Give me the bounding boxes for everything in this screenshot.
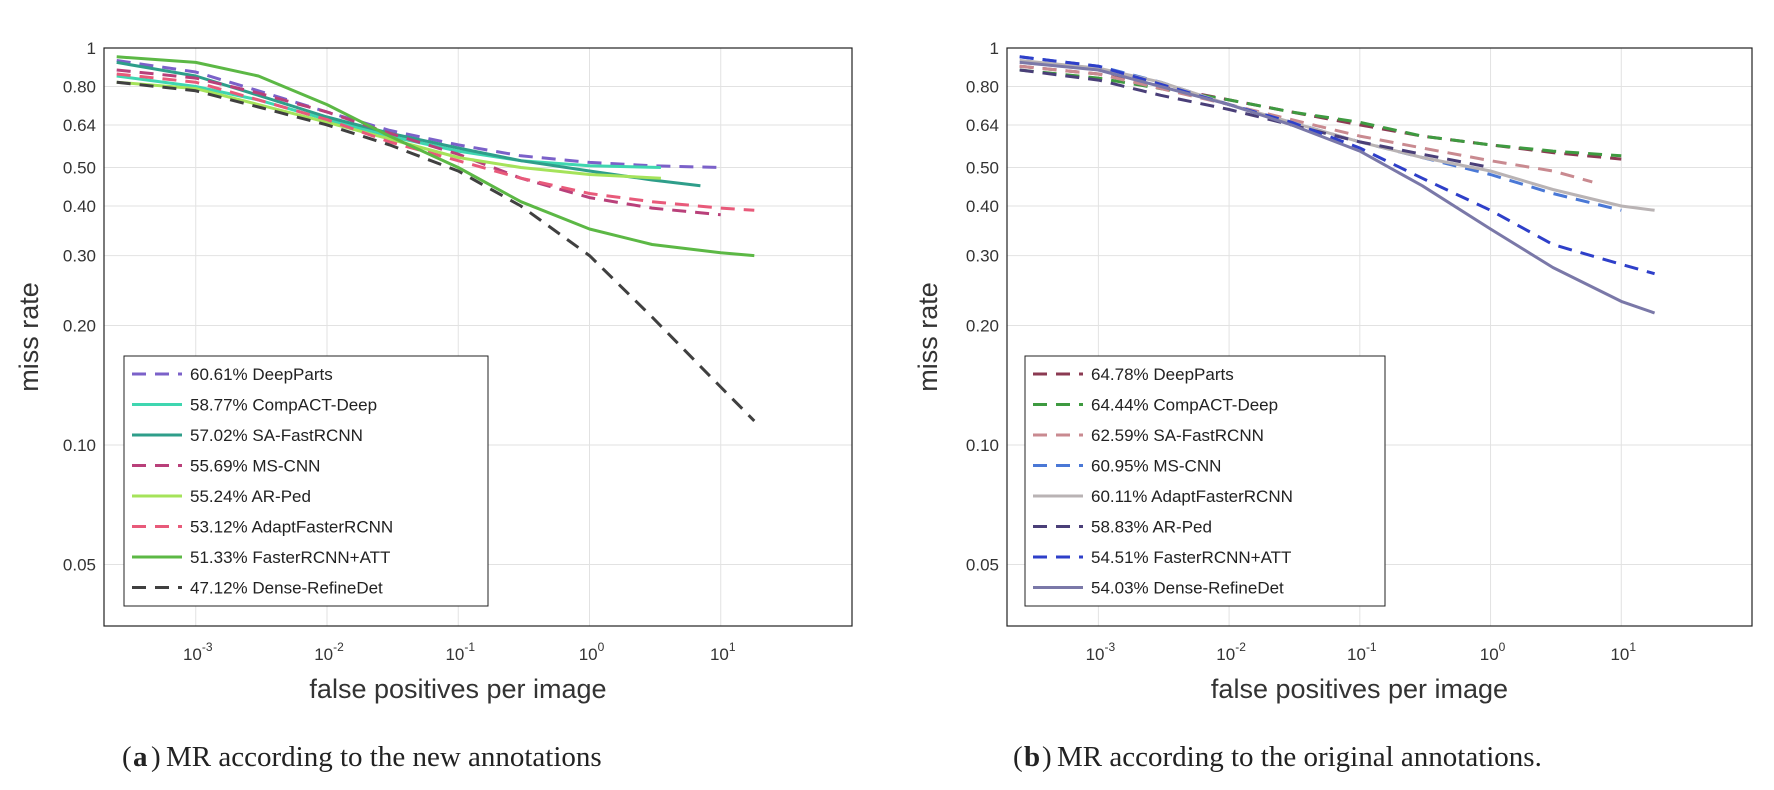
chart-b-legend: 64.78% DeepParts 64.44% CompACT-Deep 62.59… (1024, 355, 1386, 607)
chart-b-y-tick-6: 0.20 (966, 316, 999, 335)
chart-b-legend-label-7: 54.03% Dense-RefineDet (1091, 579, 1284, 598)
chart-a-svg: 10.800.640.500.400.300.200.100.05 10-3 10… (14, 39, 853, 773)
chart-b-series-line-7 (1019, 60, 1656, 315)
chart-a-series-group (116, 55, 756, 422)
chart-b-x-axis-title: false positives per image (1211, 674, 1508, 704)
chart-b-y-tick-labels: 1 0.80 0.64 0.50 0.40 0.30 0.20 0.10 0.05 (966, 39, 999, 575)
chart-b-legend-label-5: 58.83% AR-Ped (1091, 518, 1212, 537)
chart-a-y-tick-1: 0.80 (63, 77, 96, 96)
chart-a-legend-box (123, 355, 489, 607)
chart-b-caption-close-paren: ) (1042, 741, 1052, 773)
chart-b-legend-label-1: 64.44% CompACT-Deep (1091, 396, 1278, 415)
chart-a-y-tick-4: 0.40 (63, 197, 96, 216)
chart-panel-a: 1 0.80 0.64 0.50 0.40 0.30 0.20 0.10 0.05 10-3 10… (14, 39, 853, 773)
chart-a-series-line-5 (116, 72, 755, 212)
chart-a-x-tick-3: 100 (579, 640, 605, 664)
chart-b-caption: ( b ) MR according to the original annot… (1013, 741, 1542, 773)
chart-a-caption-letter: a (133, 741, 148, 773)
chart-b-y-tick-4: 0.40 (966, 197, 999, 216)
chart-a-series-line-7 (116, 80, 756, 422)
chart-a-x-tick-2: 10-1 (445, 640, 475, 664)
chart-a-caption: ( a ) MR according to the new annotation… (122, 741, 602, 773)
chart-a-x-tick-4: 101 (710, 640, 736, 664)
chart-a-x-axis-title: false positives per image (309, 674, 606, 704)
chart-b-series-line-6 (1019, 55, 1656, 276)
chart-a-caption-text: MR according to the new annotations (166, 741, 602, 773)
chart-a-x-tick-1: 10-2 (314, 640, 344, 664)
chart-a-y-tick-8: 0.05 (63, 556, 96, 575)
chart-b-legend-label-4: 60.11% AdaptFasterRCNN (1091, 487, 1293, 506)
chart-b-legend-label-2: 62.59% SA-FastRCNN (1091, 426, 1264, 445)
chart-a-y-tick-labels: 1 0.80 0.64 0.50 0.40 0.30 0.20 0.10 0.05 (63, 39, 96, 575)
chart-b-y-tick-0: 1 (990, 39, 999, 58)
chart-a-legend-label-2: 57.02% SA-FastRCNN (190, 426, 363, 445)
chart-b-legend-label-0: 64.78% DeepParts (1091, 365, 1234, 384)
chart-a-caption-open-paren: ( (122, 741, 132, 773)
chart-b-y-tick-8: 0.05 (966, 556, 999, 575)
chart-a-legend-label-7: 47.12% Dense-RefineDet (190, 579, 383, 598)
chart-b-x-tick-1: 10-2 (1216, 640, 1246, 664)
chart-a-plot-frame (103, 47, 853, 627)
chart-b-legend-label-6: 54.51% FasterRCNN+ATT (1091, 548, 1291, 567)
chart-a-series-line-4 (116, 80, 661, 180)
chart-b-caption-open-paren: ( (1013, 741, 1023, 773)
chart-a-legend-label-6: 51.33% FasterRCNN+ATT (190, 548, 390, 567)
chart-b-y-tick-3: 0.50 (966, 159, 999, 178)
chart-b-caption-letter: b (1024, 741, 1040, 773)
chart-a-x-tick-labels: 10-3 10-2 10-1 100 101 (183, 640, 736, 664)
chart-b-series-line-0 (1019, 64, 1622, 161)
chart-b-series-line-1 (1019, 68, 1622, 158)
chart-b-x-tick-2: 10-1 (1347, 640, 1377, 664)
chart-b-legend-box (1024, 355, 1386, 607)
chart-a-y-tick-0: 1 (87, 39, 96, 58)
chart-a-legend-label-5: 53.12% AdaptFasterRCNN (190, 518, 393, 537)
chart-a-y-tick-5: 0.30 (63, 247, 96, 266)
chart-a-y-tick-2: 0.64 (63, 116, 96, 135)
chart-a-legend-label-4: 55.24% AR-Ped (190, 487, 311, 506)
chart-b-y-tick-5: 0.30 (966, 247, 999, 266)
chart-b-legend-label-3: 60.95% MS-CNN (1091, 457, 1221, 476)
chart-a-legend-label-0: 60.61% DeepParts (190, 365, 333, 384)
chart-b-x-tick-0: 10-3 (1086, 640, 1116, 664)
chart-a-y-tick-7: 0.10 (63, 436, 96, 455)
chart-b-y-tick-2: 0.64 (966, 116, 999, 135)
chart-a-y-axis-title: miss rate (14, 282, 44, 392)
chart-panel-b: 1 0.80 0.64 0.50 0.40 0.30 0.20 0.10 0.05 10-3 10… (887, 0, 1774, 790)
chart-b-series-line-5 (1019, 68, 1491, 169)
chart-b-y-tick-7: 0.10 (966, 436, 999, 455)
chart-a-y-tick-3: 0.50 (63, 159, 96, 178)
chart-b-series-line-2 (1019, 64, 1593, 184)
chart-a-x-tick-0: 10-3 (183, 640, 213, 664)
chart-a-legend-label-3: 55.69% MS-CNN (190, 457, 320, 476)
chart-a-y-tick-6: 0.20 (63, 316, 96, 335)
chart-a-caption-close-paren: ) (151, 741, 161, 773)
chart-b-y-tick-1: 0.80 (966, 77, 999, 96)
chart-a-series-line-0 (116, 59, 721, 169)
chart-b-series-group (1019, 55, 1656, 315)
chart-a-legend-label-1: 58.77% CompACT-Deep (190, 396, 377, 415)
chart-b-y-axis-title: miss rate (913, 282, 943, 392)
chart-b-x-tick-4: 101 (1610, 640, 1636, 664)
chart-b-x-tick-labels: 10-3 10-2 10-1 100 101 (1086, 640, 1637, 664)
chart-b-svg: 10.800.640.500.400.300.200.100.05 10-3 10… (913, 39, 1753, 773)
chart-a-legend: 60.61% DeepParts 58.77% CompACT-Deep 57.02… (123, 355, 489, 607)
chart-b-x-tick-3: 100 (1480, 640, 1506, 664)
chart-b-plot-frame (1006, 47, 1753, 627)
chart-a-series-line-6 (116, 55, 755, 258)
chart-b-series-line-3 (1019, 55, 1622, 212)
chart-b-caption-text: MR according to the original annotations… (1057, 741, 1542, 773)
